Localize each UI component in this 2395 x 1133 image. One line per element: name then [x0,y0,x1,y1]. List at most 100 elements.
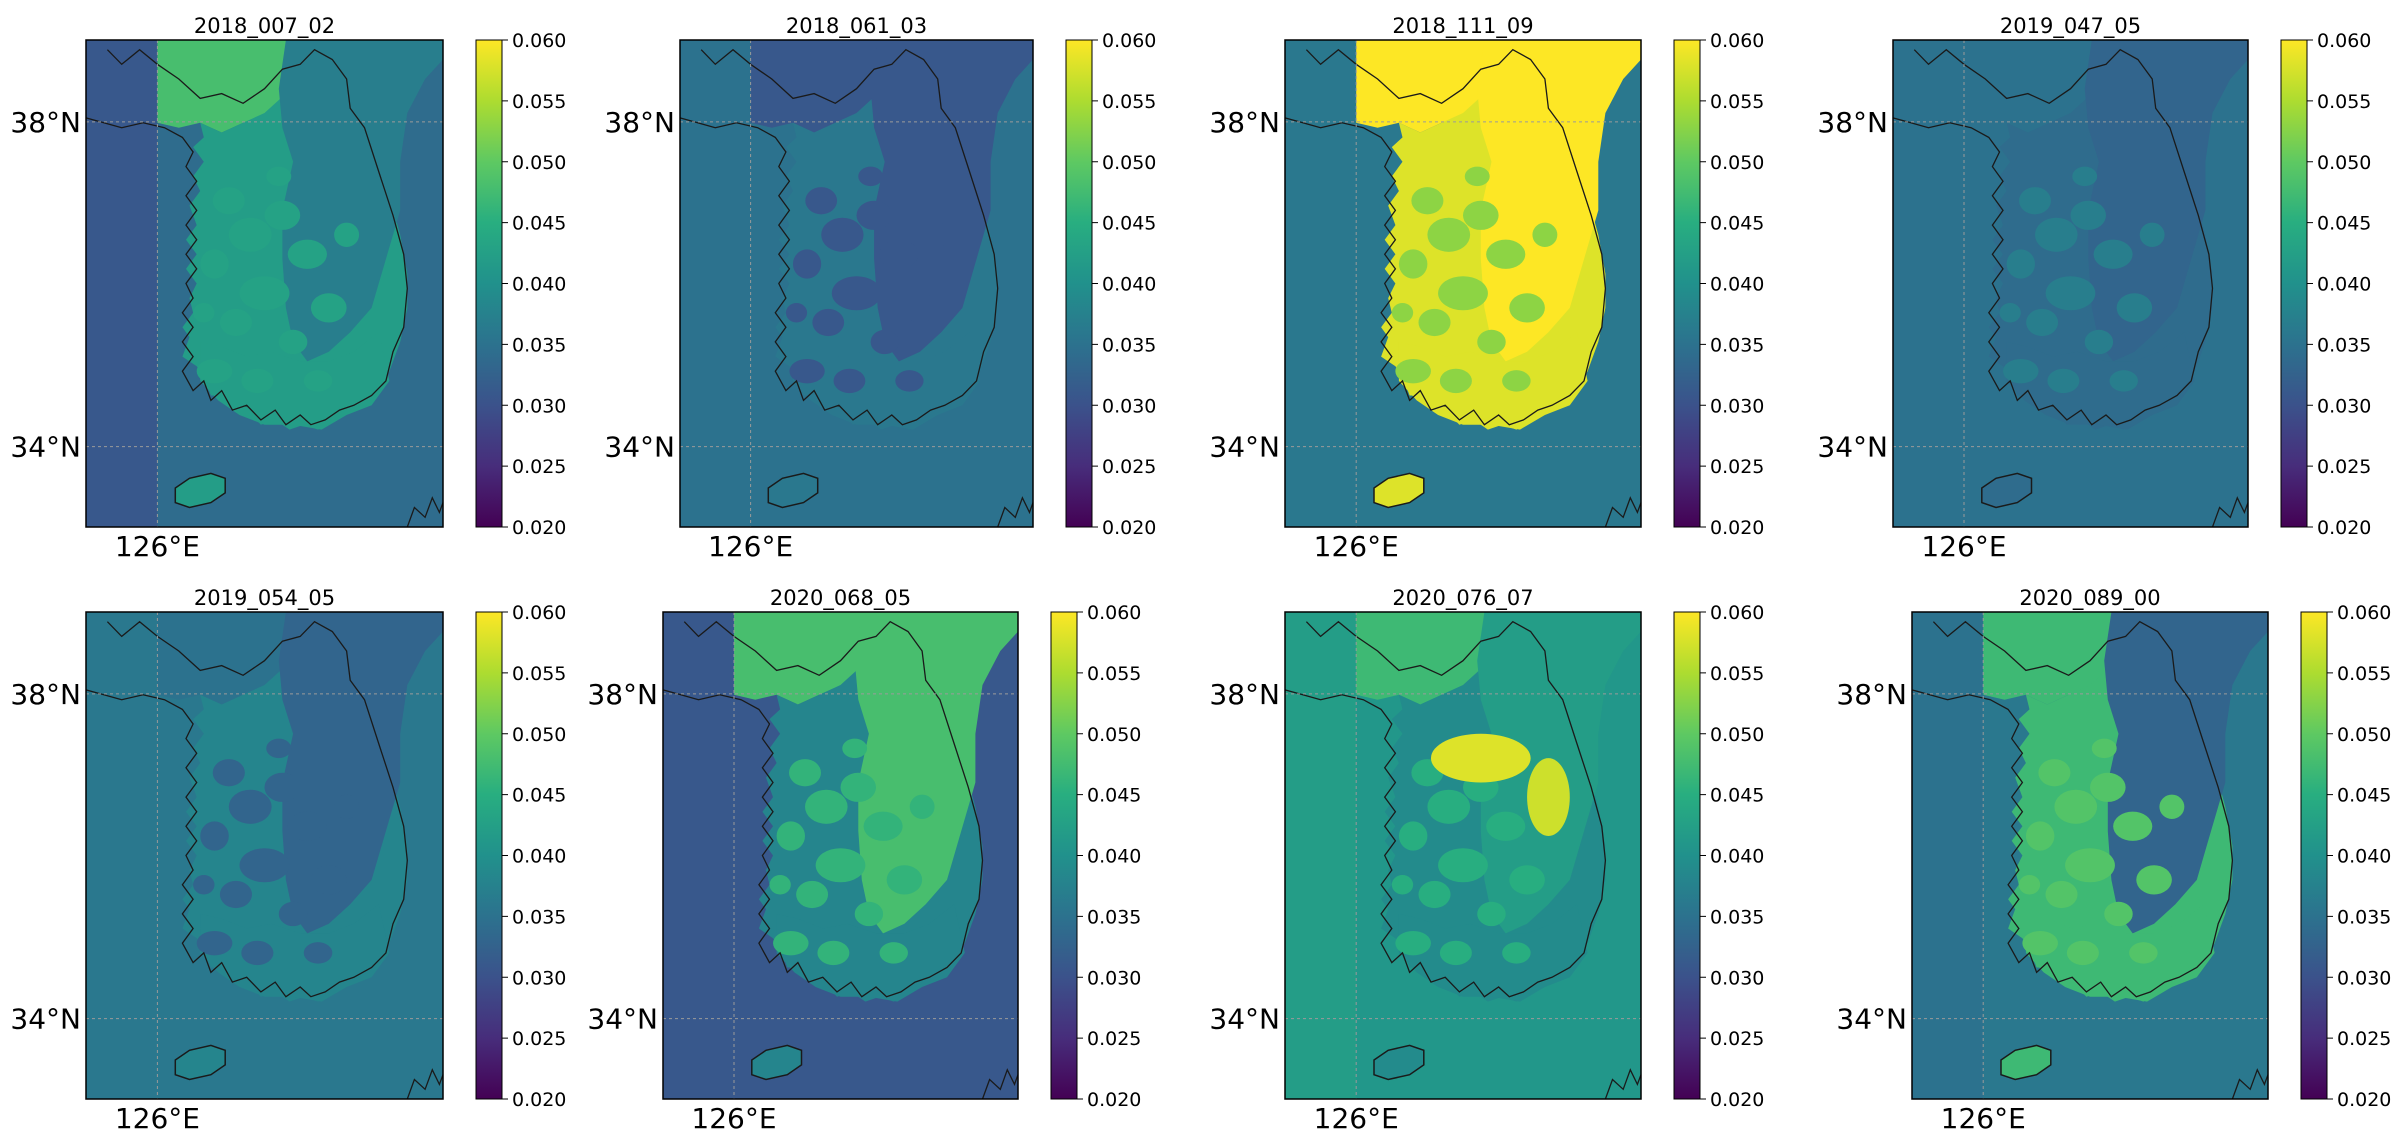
coastline-ne [981,1068,1019,1100]
field-patch [287,811,327,841]
field-patch [1532,222,1558,247]
field-patch [2006,249,2036,279]
panel-2018_111_09: 2018_111_09 38°N 34°N 126°E 0.060 0.055 0.050 0… [1209,14,1764,563]
field-patch [2116,293,2153,323]
colorbar-tick-label: 0.050 [2317,152,2371,174]
colorbar-tick-label: 0.020 [512,1089,566,1111]
field-patch [2019,187,2051,215]
field-patch [1477,329,1506,355]
colorbar-tick-label: 0.050 [1087,724,1141,746]
field-patch [212,759,245,787]
colorbar-tick-label: 0.020 [1102,517,1156,539]
colorbar-tick-label: 0.035 [1087,906,1141,928]
field-patch [773,930,809,956]
colorbar-tick-label: 0.020 [1087,1089,1141,1111]
colorbar [475,611,503,1100]
coastline [1284,620,1607,998]
colorbar-tick-label: 0.030 [1710,395,1764,417]
colorbar-tick-label: 0.060 [1710,602,1764,624]
map-frame [1284,39,1642,528]
west-sea-band [680,40,751,527]
panel-2019_047_05: 2019_047_05 38°N 34°N 126°E 0.060 0.055 0.050 0… [1817,14,2371,563]
colorbar-tick-label: 0.060 [2317,30,2371,52]
west-sea-band [86,612,158,1099]
colorbar-tick-label: 0.055 [512,91,566,113]
colorbar-tick-label: 0.025 [1102,456,1156,478]
map-frame [1892,39,2249,528]
colorbar-tick-label: 0.050 [1710,724,1764,746]
jeju-island [2000,1044,2052,1081]
west-sea-band [86,40,158,527]
colorbar-tick-label: 0.045 [1710,785,1764,807]
colorbar-tick-label: 0.020 [1710,1089,1764,1111]
field-patch [2109,370,2138,392]
colorbar-tick-label: 0.040 [1710,846,1764,868]
field-patch [886,865,923,895]
field-patch [2038,759,2071,787]
field-patch [2159,794,2185,819]
lat-label-34n: 34°N [1817,431,1888,464]
colorbar-tick-label: 0.045 [1087,785,1141,807]
field-patch [2026,308,2059,337]
field-patch [264,772,301,802]
colorbar [1050,611,1078,1100]
colorbar-tick-label: 0.050 [2337,724,2391,746]
panel-title: 2020_068_05 [770,586,911,611]
field-patch [1486,811,1526,841]
field-patch [879,239,919,269]
colorbar-tick-label: 0.040 [1102,274,1156,296]
coastline-ne [1604,496,1642,528]
colorbar-tick-label: 0.035 [1710,334,1764,356]
field-patch [193,302,215,323]
colorbar-tick-label: 0.055 [2317,91,2371,113]
hotspot [1430,733,1531,783]
colorbar-tick-label: 0.040 [512,274,566,296]
jeju-island [174,1044,226,1081]
east-region [278,40,443,362]
field-patch [1395,358,1431,384]
field-patch [334,222,360,247]
colorbar-tick-label: 0.045 [512,785,566,807]
lon-label-126e: 126°E [1314,1102,1399,1133]
field-patch [879,942,908,964]
south-region [2025,904,2215,1002]
coastline [85,620,408,998]
colorbar-tick-label: 0.045 [1710,213,1764,235]
colorbar-tick-label: 0.030 [1102,395,1156,417]
jeju-island [767,472,819,509]
lon-label-126e: 126°E [1941,1102,2026,1133]
west-sea-band [1285,40,1357,527]
colorbar-tick-label: 0.025 [2317,456,2371,478]
field-patch [789,759,821,787]
field-patch [2025,821,2055,851]
field-patch [219,880,253,909]
coastline [1284,48,1607,426]
field-patch [2045,276,2096,311]
panel-2018_007_02: 2018_007_02 38°N 34°N 126°E 0.060 0.055 0.050 0… [10,14,566,563]
field-patch [196,930,233,956]
field-patch [2091,738,2117,759]
field-patch [2093,239,2133,269]
colorbar-tick-label: 0.040 [512,846,566,868]
colorbar-tick-label: 0.035 [1710,906,1764,928]
colorbar-tick-label: 0.020 [1710,517,1764,539]
field-patch [1438,276,1488,311]
field-patch [858,166,883,187]
colorbar-tick-label: 0.030 [1710,967,1764,989]
field-patch [334,794,360,819]
lat-label-38n: 38°N [1836,678,1907,711]
map-frame [1284,611,1642,1100]
lat-label-38n: 38°N [604,106,675,139]
coastline-ne [997,496,1034,528]
lat-label-34n: 34°N [10,431,81,464]
field-patch [310,865,347,895]
colorbar-tick-label: 0.035 [512,906,566,928]
east-region [1477,40,1641,362]
field-patch [2047,368,2080,394]
lon-label-126e: 126°E [115,1102,200,1133]
colorbar-tick-label: 0.035 [2337,906,2391,928]
field-patch [1439,940,1472,966]
colorbar-tick-label: 0.060 [1102,30,1156,52]
field-patch [895,370,924,392]
field-patch [1418,308,1451,337]
